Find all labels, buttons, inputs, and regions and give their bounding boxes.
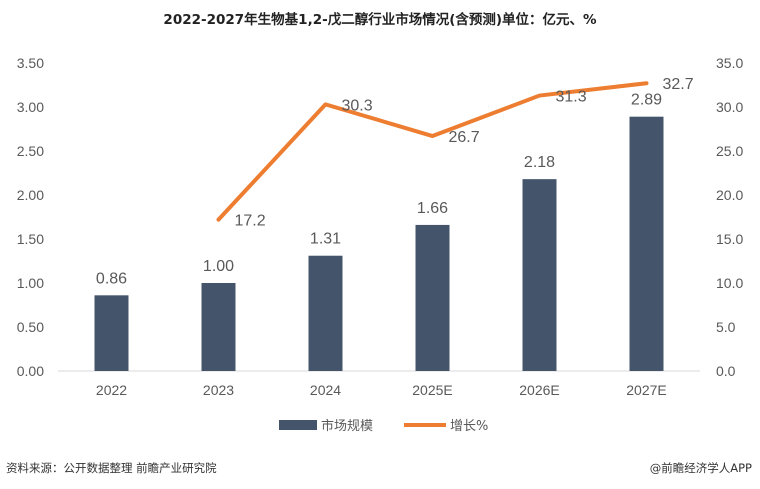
left-tick-label: 3.50 xyxy=(17,55,44,71)
right-tick-label: 25.0 xyxy=(716,143,743,159)
line-series: 17.2 30.3 26.7 31.3 32.7 xyxy=(216,76,694,230)
right-tick-label: 35.0 xyxy=(716,55,743,71)
bar-2027E xyxy=(629,116,664,372)
bar-series: 0.86 1.00 1.31 1.66 2.18 2.89 xyxy=(94,92,664,372)
bar-2023 xyxy=(201,283,236,371)
growth-value-label: 31.3 xyxy=(556,89,587,106)
legend-label-bar: 市场规模 xyxy=(321,418,373,434)
brand-watermark: @前瞻经济学人APP xyxy=(649,461,752,475)
left-tick-label: 0.00 xyxy=(17,363,44,379)
source-note: 资料来源：公开数据整理 前瞻产业研究院 xyxy=(6,461,217,475)
left-tick-label: 2.00 xyxy=(17,187,44,203)
right-tick-label: 15.0 xyxy=(716,231,743,247)
category-label: 2027E xyxy=(626,382,666,398)
bar-value-label: 2.89 xyxy=(631,92,662,109)
right-tick-label: 30.0 xyxy=(716,99,743,115)
legend: 市场规模 增长% xyxy=(279,418,488,434)
bar-2024 xyxy=(308,255,343,371)
bar-value-label: 1.31 xyxy=(310,231,341,248)
left-tick-label: 0.50 xyxy=(17,319,44,335)
bar-value-label: 1.66 xyxy=(417,200,448,217)
growth-value-label: 32.7 xyxy=(663,76,694,93)
x-axis: 2022 2023 2024 2025E 2026E 2027E xyxy=(96,382,667,398)
legend-label-line: 增长% xyxy=(450,419,488,434)
right-tick-label: 5.0 xyxy=(716,319,736,335)
category-label: 2026E xyxy=(519,382,559,398)
right-tick-label: 20.0 xyxy=(716,187,743,203)
right-tick-label: 10.0 xyxy=(716,275,743,291)
bar-2022 xyxy=(94,295,129,371)
growth-value-label: 17.2 xyxy=(235,213,266,230)
growth-value-label: 26.7 xyxy=(449,129,480,146)
right-y-axis: 0.0 5.0 10.0 15.0 20.0 25.0 30.0 35.0 xyxy=(716,55,743,379)
left-tick-label: 1.50 xyxy=(17,231,44,247)
bar-2025E xyxy=(415,224,450,371)
category-label: 2023 xyxy=(203,382,234,398)
right-tick-label: 0.0 xyxy=(716,363,736,379)
bar-value-label: 0.86 xyxy=(96,270,127,287)
category-label: 2024 xyxy=(310,382,341,398)
category-label: 2025E xyxy=(412,382,452,398)
left-tick-label: 2.50 xyxy=(17,143,44,159)
bar-value-label: 1.00 xyxy=(203,258,234,275)
chart-title: 2022-2027年生物基1,2-戊二醇行业市场情况(含预测)单位：亿元、% xyxy=(163,11,597,28)
category-label: 2022 xyxy=(96,382,127,398)
bar-value-label: 2.18 xyxy=(524,154,555,171)
growth-value-label: 30.3 xyxy=(342,97,373,114)
bar-2026E xyxy=(522,179,557,371)
left-tick-label: 3.00 xyxy=(17,99,44,115)
left-tick-label: 1.00 xyxy=(17,275,44,291)
growth-line xyxy=(216,81,649,222)
legend-swatch-bar xyxy=(279,420,317,430)
left-y-axis: 0.00 0.50 1.00 1.50 2.00 2.50 3.00 3.50 xyxy=(17,55,44,379)
